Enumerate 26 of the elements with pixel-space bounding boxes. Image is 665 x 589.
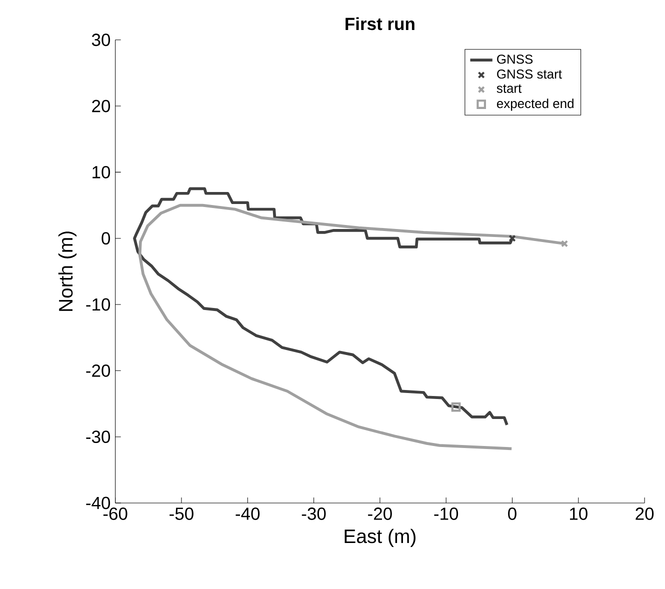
x-tick-label: -20 <box>368 508 392 520</box>
legend-label: expected end <box>496 98 574 111</box>
line-series <box>138 204 566 450</box>
legend-label: GNSS start <box>497 70 562 79</box>
y-tick-label: -40 <box>86 496 110 510</box>
chart-title: First run <box>346 17 414 30</box>
y-tick-label: 10 <box>92 166 110 179</box>
x-tick-label: -10 <box>434 508 458 520</box>
x-tick-label: 20 <box>636 508 654 520</box>
x-tick-label: -50 <box>170 508 194 520</box>
x-tick-label: -30 <box>302 508 326 520</box>
y-tick-label: -30 <box>86 430 110 444</box>
legend-label: GNSS <box>497 54 533 64</box>
x-tick-label: -40 <box>236 508 260 520</box>
y-tick-label: 30 <box>92 34 110 46</box>
legend-label: start <box>496 84 522 94</box>
y-tick-label: -10 <box>86 298 110 311</box>
point <box>451 402 461 412</box>
y-tick-label: -20 <box>86 364 110 378</box>
y-tick-label: 0 <box>102 232 110 245</box>
y-axis-title: North (m) <box>58 232 77 312</box>
x-axis-title: East (m) <box>344 529 416 548</box>
x-tick-label: -60 <box>103 508 128 520</box>
x-tick-label: 0 <box>508 508 516 520</box>
y-tick-label: 20 <box>92 100 110 112</box>
x-tick-label: 10 <box>570 508 588 520</box>
